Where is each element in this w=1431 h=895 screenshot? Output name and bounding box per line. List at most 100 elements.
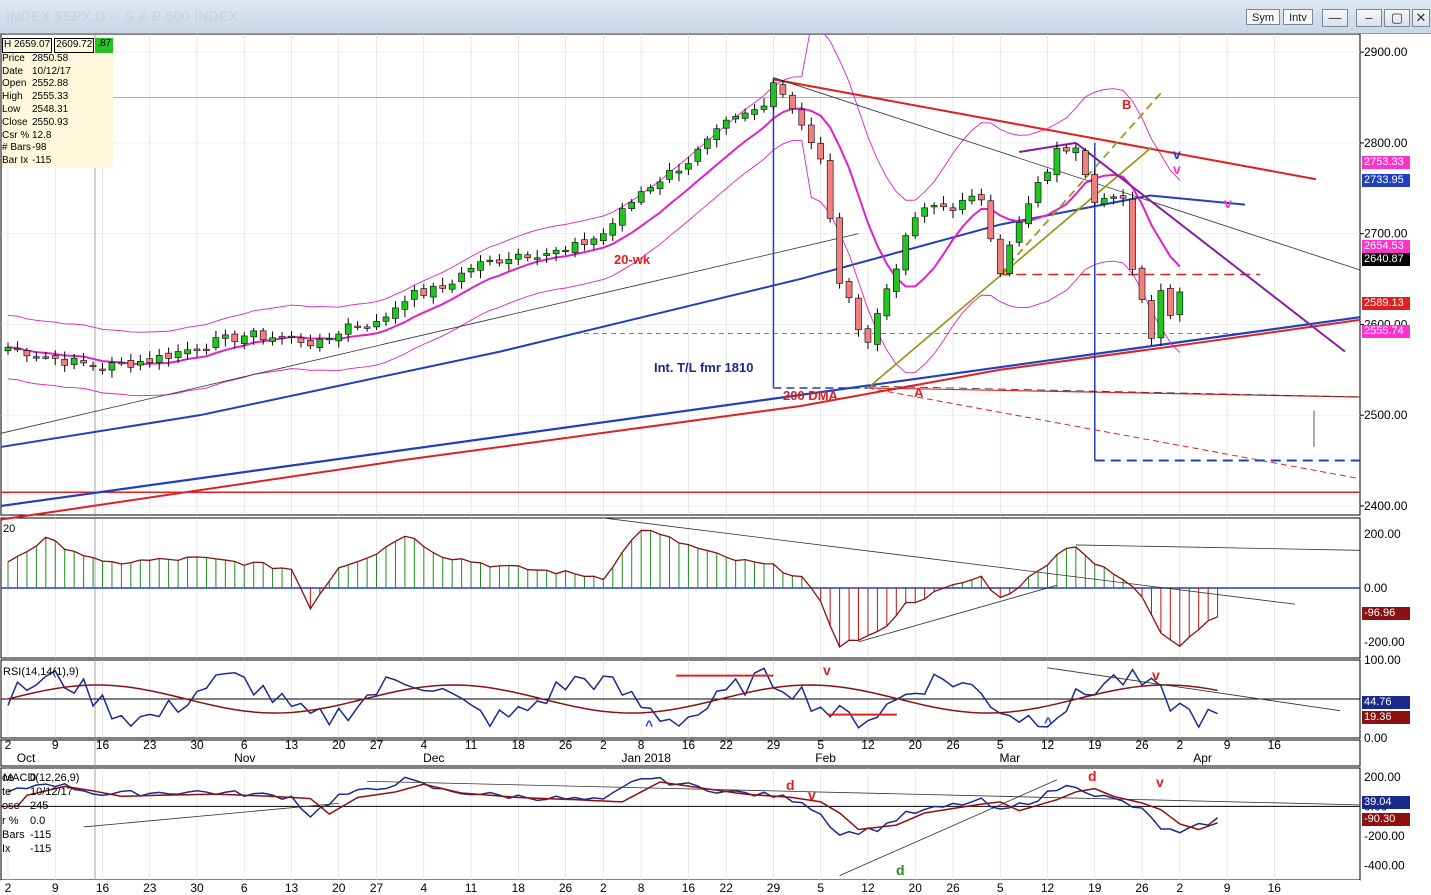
month-label: Apr (1193, 751, 1212, 765)
candle-body (732, 115, 739, 120)
band-lower (7, 139, 1181, 397)
date-tick-label: 19 (1088, 738, 1102, 752)
candle-body (770, 82, 777, 108)
date-tick-label: 6 (241, 738, 248, 752)
date-tick-label-bottom: 9 (1224, 881, 1231, 895)
rsi-tick-label: 100.00 (1364, 653, 1401, 667)
candle-body (250, 330, 257, 338)
candle-body (411, 289, 418, 300)
close-icon[interactable]: ✕ (1412, 9, 1430, 27)
sym-button[interactable]: Sym (1246, 9, 1280, 25)
info-row: Price 2850.58 (2, 53, 80, 66)
candle-body (798, 109, 806, 126)
info-key: Bar Ix (2, 155, 29, 167)
candle-body (666, 170, 673, 180)
osc1-tick-label: 0.00 (1364, 581, 1388, 595)
osc1-trend-3 (1075, 544, 1361, 551)
macd-info-key: Bars (2, 828, 25, 841)
info-key: High (2, 91, 23, 103)
date-tick-label: 13 (285, 738, 299, 752)
candle-body (1072, 147, 1080, 154)
pane-frames (0, 34, 1361, 895)
intv-button[interactable]: Intv (1283, 9, 1313, 25)
info-value: 2555.33 (32, 91, 69, 103)
candle-body (4, 346, 12, 352)
trendline-black-2 (0, 233, 859, 434)
candle-body (940, 203, 947, 208)
candle-body (968, 195, 976, 202)
month-label: Nov (234, 751, 255, 765)
minimize-icon[interactable]: ‒ (1356, 9, 1382, 27)
candle-body (562, 249, 569, 253)
candle-body (874, 313, 881, 345)
candle-body (722, 119, 730, 129)
date-tick-label-bottom: 12 (1041, 881, 1055, 895)
macd-trend-2 (367, 780, 1361, 806)
date-tick-label: 5 (817, 738, 824, 752)
info-row: Low 2548.31 (2, 104, 80, 117)
olive-dash (999, 92, 1162, 276)
osc1-tick-label: 200.00 (1364, 527, 1401, 541)
date-tick-label-bottom: 2 (1176, 881, 1183, 895)
candle-body (533, 257, 541, 260)
candle-body (864, 328, 872, 343)
candle-body (1129, 198, 1136, 270)
date-tick-label: 4 (420, 738, 427, 752)
candle-body (543, 253, 550, 256)
annotation-label: v (1173, 161, 1181, 177)
maximize-icon[interactable]: ▢ (1384, 9, 1410, 27)
candle-body (911, 217, 919, 237)
candle-body (789, 94, 796, 110)
date-tick-label-bottom: 13 (285, 881, 299, 895)
candle-body (354, 325, 361, 328)
date-tick-label-bottom: 26 (1135, 881, 1149, 895)
info-change: .87 (95, 38, 114, 53)
candle-body (892, 268, 900, 292)
price-tick-label: 2400.00 (1364, 499, 1408, 513)
macd-info-row: ce 0 (2, 771, 73, 785)
candle-body (373, 321, 380, 328)
date-tick-label: 20 (332, 738, 346, 752)
candle-body (779, 84, 787, 95)
candle-body (1044, 171, 1051, 181)
annotation-label: A (914, 385, 924, 400)
collapse-icon[interactable]: — (1322, 9, 1348, 27)
rsi-mark: v (823, 662, 831, 678)
info-low: 2609.72 (54, 38, 95, 53)
chart-canvas[interactable]: 2900.002800.002700.002600.002500.002400.… (0, 34, 1431, 895)
macd-info-row: r % 0.0 (2, 814, 73, 828)
date-tick-label: 12 (861, 738, 875, 752)
osc-tag: 39.04 (1362, 796, 1410, 809)
info-key: Csr % (2, 129, 30, 141)
candle-body (259, 330, 267, 341)
macd-info-key: Ix (2, 843, 11, 856)
candle-body (231, 333, 239, 343)
candle-body (127, 359, 135, 368)
macd-info-value: 245 (30, 800, 49, 813)
date-tick-label-bottom: 11 (465, 881, 478, 895)
candle-body (240, 335, 248, 344)
candle-body (165, 352, 172, 359)
candle-body (930, 205, 938, 208)
candle-body (959, 199, 966, 210)
info-value: 2552.88 (32, 78, 69, 90)
info-key: # Bars (2, 142, 31, 154)
candle-body (174, 351, 182, 359)
info-value: 2850.58 (32, 52, 69, 64)
date-tick-label: 26 (559, 738, 573, 752)
macd-trend-1 (83, 802, 339, 828)
info-header: H 2659.07 2609.72 .87 (2, 38, 114, 53)
date-tick-label-bottom: 4 (420, 881, 427, 895)
candle-body (1025, 203, 1032, 225)
macd-info-box: ce 0 te 10/12/17 ose 245 r % 0.0 Bars -115 Ix -115 (2, 771, 73, 856)
candle-body (70, 357, 78, 365)
candle-body (552, 249, 560, 255)
price-tag: 2733.95 (1362, 174, 1410, 187)
date-tick-label-bottom: 5 (997, 881, 1004, 895)
candle-body (590, 238, 598, 245)
date-tick-label-bottom: 27 (370, 881, 384, 895)
date-tick-label: 22 (720, 738, 734, 752)
month-label: Jan 2018 (622, 751, 672, 765)
candle-body (496, 259, 503, 264)
price-pane (0, 34, 1361, 521)
